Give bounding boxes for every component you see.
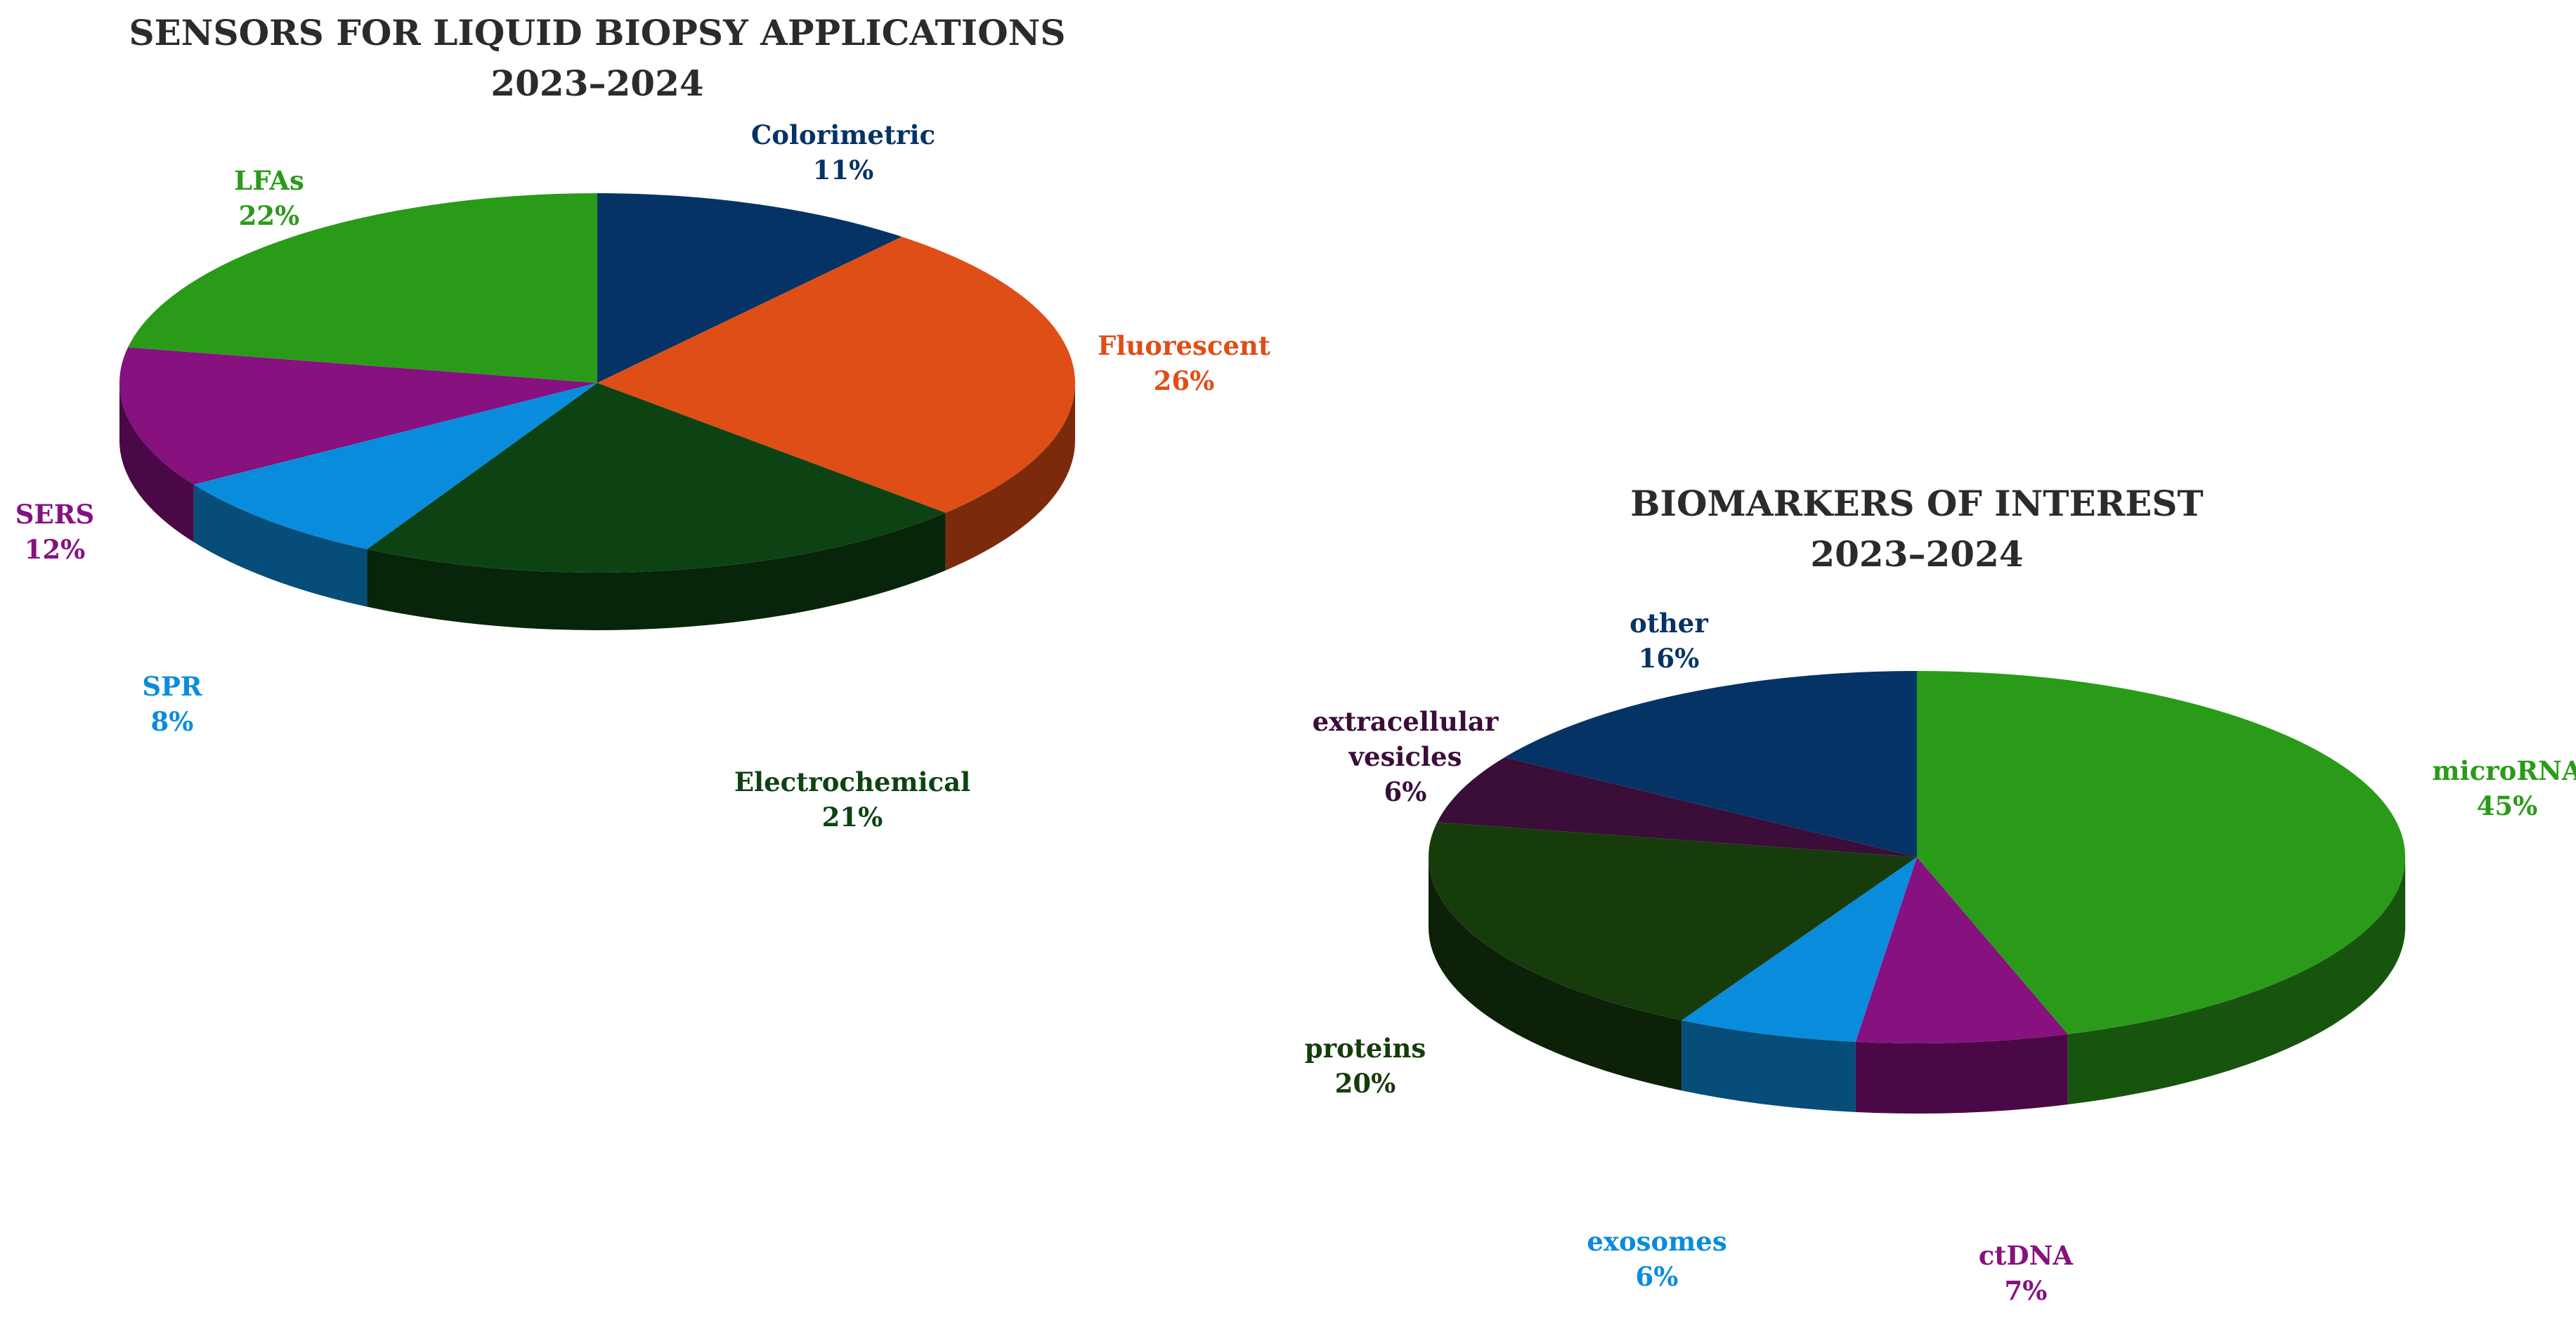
pie-slice [1428,822,1917,1021]
chart-subtitle: 2023–2024 [1810,533,2023,575]
slice-side [945,383,1075,570]
slice-category-label: Fluorescent [1098,330,1270,361]
slice-labels: Colorimetric 11% Fluorescent 26% Electrochem… [15,119,1270,833]
pie-slice [119,347,597,485]
slice-category-label: LFAs [234,165,304,196]
pie-slice [597,236,1075,513]
slice-category-label: extracellular [1313,706,1499,737]
slice-value-label: 7% [2005,1275,2048,1306]
pie-slice [1681,857,1917,1042]
slice-value-label: 20% [1335,1068,1396,1099]
pie-slice [128,193,597,383]
slice-value-label: 22% [239,200,300,231]
pie-slice [193,383,597,549]
slice-category-label: SPR [142,671,202,702]
slice-side [1429,857,1682,1091]
pie-slice [1504,671,1917,857]
slice-side [1681,1020,1856,1112]
pie-slices [119,193,1075,630]
sensors-pie-chart: SENSORS FOR LIQUID BIOPSY APPLICATIONS 2… [15,12,1270,833]
slice-value-label: 6% [1384,776,1427,807]
slice-value-label: 26% [1154,365,1215,396]
slice-value-label: 16% [1639,643,1700,674]
slice-value-label: 11% [813,155,874,185]
slice-category-label: proteins [1305,1033,1426,1064]
pie-slice [367,383,946,573]
slice-category-label: Electrochemical [734,766,970,797]
slice-category-label: other [1629,608,1708,639]
pie-slice [1855,857,2068,1044]
pie-slice [1917,670,2406,1035]
pie-slice [597,193,902,383]
chart-title: SENSORS FOR LIQUID BIOPSY APPLICATIONS [129,12,1066,53]
pie-slice [1437,757,1917,857]
slice-labels: microRNA 45% ctDNA 7% exosomes 6% proteins 20% e… [1305,608,2576,1306]
slice-value-label: 21% [822,802,883,833]
slice-category-label: exosomes [1587,1226,1726,1257]
slice-category-label: SERS [15,499,94,530]
slice-value-label: 45% [2477,790,2538,821]
chart-title: BIOMARKERS OF INTEREST [1630,483,2203,524]
slice-side [193,484,367,607]
slice-value-label: 6% [1636,1261,1679,1292]
slice-side [119,383,194,542]
chart-subtitle: 2023–2024 [490,63,703,104]
slice-side [2067,857,2405,1105]
biomarkers-pie-chart: BIOMARKERS OF INTEREST 2023–2024 microRN… [1305,483,2576,1306]
pie-slices [1428,670,2406,1114]
slice-category-label: microRNA [2432,755,2576,786]
slice-value-label: 12% [25,534,86,565]
slice-category-label: ctDNA [1979,1240,2074,1271]
slice-value-label: 8% [151,706,194,737]
slice-side [367,512,946,630]
slice-category-label: Colorimetric [751,119,935,150]
slice-category-label: vesicles [1348,741,1462,772]
slice-side [1855,1034,2068,1114]
